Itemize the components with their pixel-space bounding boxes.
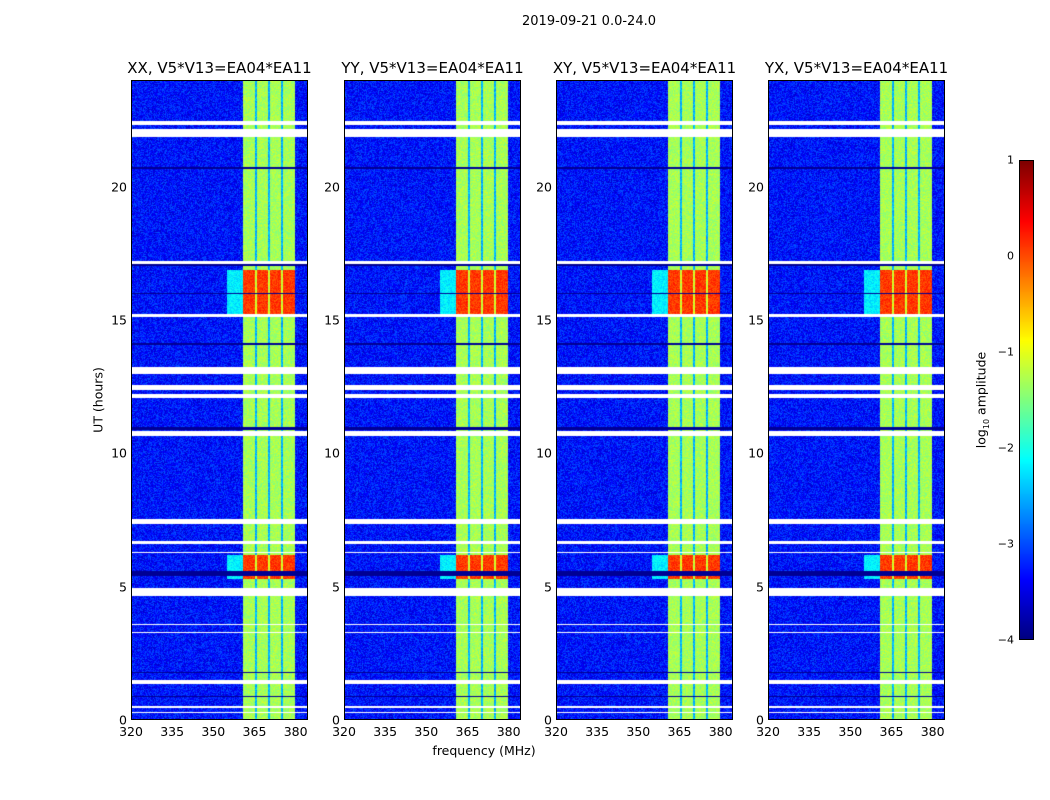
x-tick-label: 320 bbox=[756, 724, 780, 739]
y-tick-label: 0 bbox=[119, 712, 127, 728]
colorbar-label-main: log bbox=[973, 429, 989, 449]
y-tick-label: 10 bbox=[111, 445, 127, 461]
panel-title: YY, V5*V13=EA04*EA11 bbox=[341, 59, 524, 77]
y-tick-label: 15 bbox=[324, 312, 340, 328]
x-axis-label: frequency (MHz) bbox=[432, 743, 536, 758]
x-tick-label: 365 bbox=[242, 724, 267, 739]
spectrogram-heatmap bbox=[769, 81, 944, 719]
spectrogram-heatmap bbox=[345, 81, 520, 719]
x-tick-label: 335 bbox=[797, 724, 822, 739]
x-tick-label: 350 bbox=[626, 724, 651, 739]
colorbar bbox=[1019, 160, 1034, 640]
y-tick-label: 5 bbox=[544, 579, 552, 595]
colorbar-tick-label: −3 bbox=[997, 537, 1014, 551]
x-tick-label: 380 bbox=[920, 724, 945, 739]
x-tick-label: 320 bbox=[332, 724, 356, 739]
spectrogram-panel bbox=[556, 80, 733, 720]
colorbar-tick-label: 0 bbox=[1007, 249, 1014, 263]
x-tick-label: 335 bbox=[585, 724, 610, 739]
x-tick-label: 365 bbox=[455, 724, 480, 739]
y-tick-label: 0 bbox=[544, 712, 552, 728]
x-tick-label: 350 bbox=[414, 724, 439, 739]
panel-title: XY, V5*V13=EA04*EA11 bbox=[552, 59, 737, 77]
y-tick-label: 0 bbox=[332, 712, 340, 728]
spectrogram-heatmap bbox=[132, 81, 307, 719]
y-tick-label: 20 bbox=[324, 179, 340, 195]
x-tick-label: 335 bbox=[373, 724, 398, 739]
colorbar-tick-label: 1 bbox=[1007, 153, 1014, 167]
y-tick-label: 20 bbox=[748, 179, 764, 195]
figure-title: 2019-09-21 0.0-24.0 bbox=[522, 14, 656, 29]
colorbar-label-sub: 10 bbox=[981, 418, 991, 430]
x-tick-label: 320 bbox=[544, 724, 568, 739]
y-axis-label: UT (hours) bbox=[90, 367, 106, 433]
y-tick-label: 15 bbox=[536, 312, 552, 328]
spectrogram-heatmap bbox=[557, 81, 732, 719]
x-tick-label: 380 bbox=[496, 724, 521, 739]
y-tick-label: 20 bbox=[111, 179, 127, 195]
y-tick-label: 10 bbox=[748, 445, 764, 461]
colorbar-tick-label: −2 bbox=[997, 441, 1014, 455]
colorbar-tick-label: −4 bbox=[997, 633, 1014, 647]
y-tick-label: 20 bbox=[536, 179, 552, 195]
y-tick-label: 10 bbox=[324, 445, 340, 461]
x-tick-label: 335 bbox=[160, 724, 185, 739]
y-tick-label: 0 bbox=[756, 712, 764, 728]
colorbar-tick-label: −1 bbox=[997, 345, 1014, 359]
spectrogram-panel bbox=[768, 80, 945, 720]
y-tick-label: 10 bbox=[536, 445, 552, 461]
panel-title: XX, V5*V13=EA04*EA11 bbox=[127, 59, 312, 77]
x-tick-label: 380 bbox=[708, 724, 733, 739]
x-tick-label: 365 bbox=[667, 724, 692, 739]
spectrogram-panel bbox=[344, 80, 521, 720]
y-tick-label: 15 bbox=[111, 312, 127, 328]
colorbar-label-rest: amplitude bbox=[973, 351, 989, 419]
colorbar-label: log10 amplitude bbox=[973, 352, 991, 448]
y-tick-label: 15 bbox=[748, 312, 764, 328]
x-tick-label: 380 bbox=[283, 724, 308, 739]
y-tick-label: 5 bbox=[756, 579, 764, 595]
y-tick-label: 5 bbox=[332, 579, 340, 595]
panel-title: YX, V5*V13=EA04*EA11 bbox=[764, 59, 949, 77]
x-tick-label: 365 bbox=[879, 724, 904, 739]
spectrogram-panel bbox=[131, 80, 308, 720]
x-tick-label: 350 bbox=[201, 724, 226, 739]
y-tick-label: 5 bbox=[119, 579, 127, 595]
x-tick-label: 320 bbox=[119, 724, 143, 739]
x-tick-label: 350 bbox=[838, 724, 863, 739]
